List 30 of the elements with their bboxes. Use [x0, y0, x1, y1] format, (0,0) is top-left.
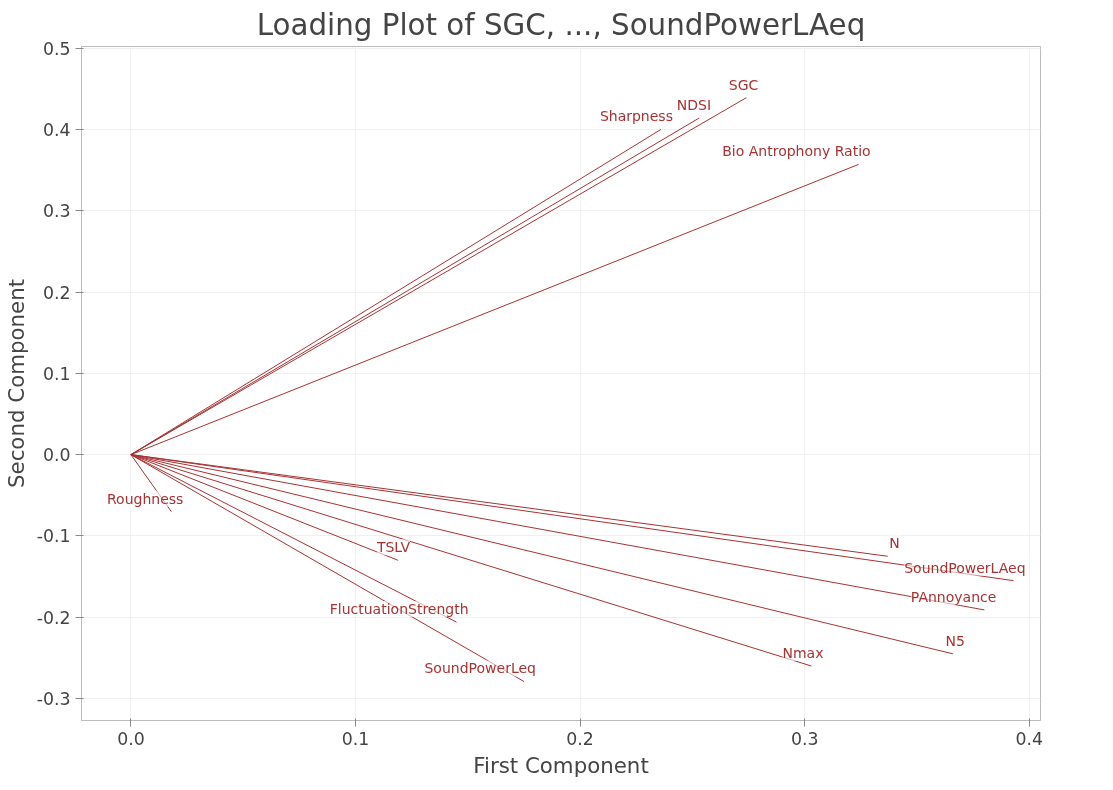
series-label: NDSI	[676, 97, 712, 114]
series-label: Roughness	[106, 490, 184, 507]
y-tick-label: 0.2	[42, 282, 71, 303]
x-axis-title: First Component	[473, 752, 649, 778]
series-label: N5	[945, 632, 965, 649]
series-label: N	[889, 535, 900, 552]
y-tick-label: 0.5	[42, 38, 71, 59]
series-label: SoundPowerLeq	[424, 660, 536, 677]
series-label: Nmax	[782, 645, 824, 662]
x-tick-label: 0.1	[341, 728, 370, 749]
series-label: Sharpness	[599, 108, 673, 125]
x-tick-label: 0.4	[1015, 728, 1044, 749]
y-tick-label: 0.3	[42, 201, 71, 222]
series-label: PAnnoyance	[910, 588, 997, 605]
series-label: FluctuationStrength	[329, 601, 469, 618]
y-tick-label: 0.1	[42, 363, 71, 384]
y-axis-title: Second Component	[3, 278, 29, 489]
chart-title: Loading Plot of SGC, ..., SoundPowerLAeq	[256, 7, 866, 42]
y-tick-label: -0.2	[36, 607, 71, 628]
x-tick-label: 0.3	[790, 728, 819, 749]
y-tick-label: -0.1	[36, 526, 71, 547]
x-tick-label: 0.0	[117, 728, 145, 749]
y-tick-label: 0.0	[42, 445, 71, 466]
series-label: TSLV	[375, 539, 411, 556]
series-label: SGC	[728, 76, 759, 93]
y-tick-label: 0.4	[42, 119, 71, 140]
y-tick-label: -0.3	[36, 689, 71, 710]
x-tick-label: 0.2	[566, 728, 594, 749]
series-label: Bio Antrophony Ratio	[722, 143, 871, 160]
series-label: SoundPowerLAeq	[904, 559, 1026, 576]
